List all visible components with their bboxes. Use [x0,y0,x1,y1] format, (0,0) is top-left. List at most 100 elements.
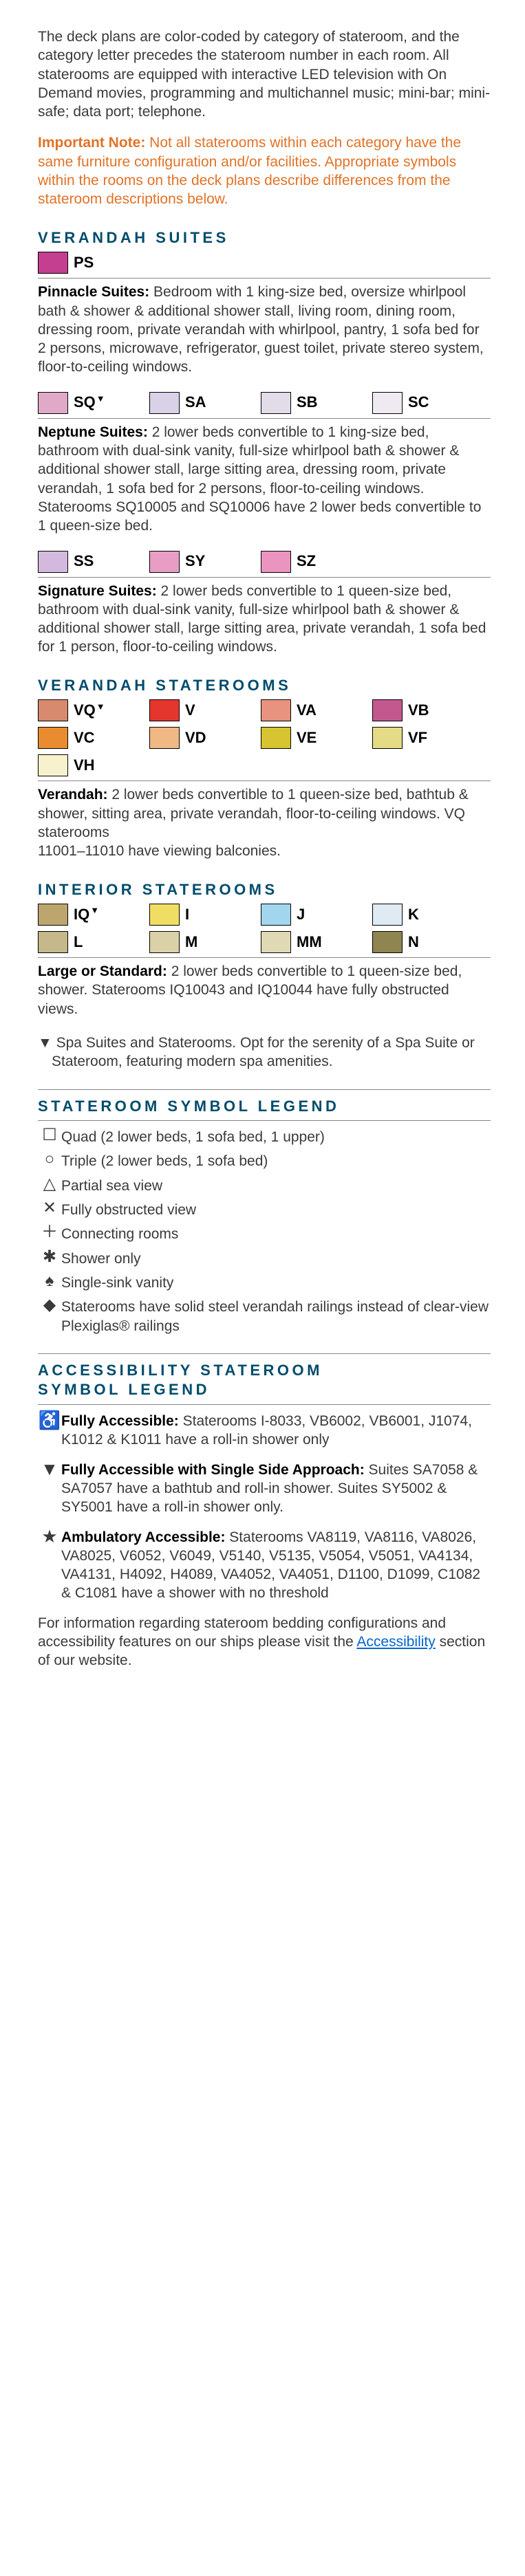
accessibility-title-1: ACCESSIBILITY STATEROOM [38,1361,491,1381]
swatch-box [38,392,68,414]
swatch-code: I [185,905,189,925]
swatch-code: IQ▼ [74,905,99,925]
legend-symbol-icon: ☐ [38,1128,61,1143]
ps-swatch [38,252,68,274]
footer: For information regarding stateroom bedd… [38,1614,491,1670]
neptune-desc: Neptune Suites: 2 lower beds convertible… [38,423,491,536]
swatch-box [38,727,68,749]
swatch-box [149,392,180,414]
accessibility-text: Ambulatory Accessible: Staterooms VA8119… [61,1528,491,1603]
legend-row: △Partial sea view [38,1177,491,1195]
swatch-vd: VD [149,727,254,749]
swatch-m: M [149,931,254,953]
neptune-label: Neptune Suites: [38,424,148,440]
verandah-swatch-row: VQ▼VVAVBVCVDVEVFVH [38,699,491,781]
legend-text: Partial sea view [61,1177,491,1195]
accessibility-label: Ambulatory Accessible: [61,1529,225,1545]
swatch-box [372,392,403,414]
ps-swatch-row: PS [38,252,491,279]
important-note: Important Note: Not all staterooms withi… [38,133,491,208]
accessibility-label: Fully Accessible: [61,1413,179,1429]
swatch-code: VC [74,728,95,748]
swatch-box [149,551,180,573]
swatch-code: SA [185,393,206,413]
swatch-box [38,551,68,573]
swatch-n: N [372,931,477,953]
swatch-mm: MM [261,931,365,953]
swatch-box [261,931,291,953]
swatch-code: VF [408,728,427,748]
legend-row: ♠Single-sink vanity [38,1274,491,1292]
swatch-code: N [408,932,419,952]
swatch-box [38,931,68,953]
swatch-sb: SB [261,392,365,414]
legend-text: Single-sink vanity [61,1274,491,1292]
ps-label: Pinnacle Suites: [38,284,149,300]
legend-text: Quad (2 lower beds, 1 sofa bed, 1 upper) [61,1128,491,1146]
swatch-box [38,904,68,926]
swatch-va: VA [261,699,365,721]
accessibility-row: ♿Fully Accessible: Staterooms I-8033, VB… [38,1412,491,1450]
swatch-code: SB [297,393,318,413]
important-label: Important Note: [38,135,145,151]
swatch-code: VA [297,701,317,721]
verandah-label: Verandah: [38,787,108,803]
divider [38,1120,491,1121]
swatch-code: VQ▼ [74,701,105,721]
accessibility-row: ★Ambulatory Accessible: Staterooms VA811… [38,1528,491,1603]
legend-symbol-icon: ✕ [38,1201,61,1216]
swatch-l: L [38,931,142,953]
swatch-code: MM [297,932,322,952]
swatch-box [149,904,180,926]
verandah-desc: Verandah: 2 lower beds convertible to 1 … [38,785,491,860]
symbol-legend-title: STATEROOM SYMBOL LEGEND [38,1097,491,1117]
accessibility-link[interactable]: Accessibility [356,1634,435,1650]
swatch-code: V [185,701,195,721]
legend-text: Triple (2 lower beds, 1 sofa bed) [61,1152,491,1170]
swatch-code: SC [408,393,429,413]
verandah-staterooms-title: VERANDAH STATEROOMS [38,676,491,696]
accessibility-row: ▼Fully Accessible with Single Side Appro… [38,1461,491,1517]
swatch-box [149,699,180,721]
spa-text: Spa Suites and Staterooms. Opt for the s… [52,1035,475,1069]
swatch-code: VH [74,756,95,776]
interior-title: INTERIOR STATEROOMS [38,880,491,900]
legend-row: ✕Fully obstructed view [38,1201,491,1219]
swatch-code: SS [74,552,94,571]
swatch-i: I [149,904,254,926]
accessibility-text: Fully Accessible with Single Side Approa… [61,1461,491,1517]
swatch-box [38,754,68,776]
swatch-k: K [372,904,477,926]
swatch-sq: SQ▼ [38,392,142,414]
triangle-icon: ▼ [90,905,99,915]
accessibility-text: Fully Accessible: Staterooms I-8033, VB6… [61,1412,491,1450]
signature-swatch-row: SS SY SZ [38,551,491,578]
swatch-box [149,727,180,749]
legend-row: ✱Shower only [38,1249,491,1268]
legend-symbol-icon: ◆ [38,1298,61,1313]
spa-note: ▼ Spa Suites and Staterooms. Opt for the… [38,1034,491,1071]
interior-desc: Large or Standard: 2 lower beds converti… [38,962,491,1018]
swatch-v: V [149,699,254,721]
swatch-box [38,699,68,721]
divider [38,1404,491,1405]
swatch-code: SY [185,552,205,571]
legend-row: ◆Staterooms have solid steel verandah ra… [38,1298,491,1335]
swatch-vq: VQ▼ [38,699,142,721]
swatch-sz: SZ [261,551,365,573]
legend-text: Fully obstructed view [61,1201,491,1219]
neptune-text: 2 lower beds convertible to 1 king-size … [38,424,481,534]
legend-symbol-icon: ♠ [38,1274,61,1289]
swatch-box [372,727,403,749]
accessibility-symbol-icon: ▼ [38,1461,61,1477]
legend-text: Connecting rooms [61,1225,491,1243]
accessibility-list: ♿Fully Accessible: Staterooms I-8033, VB… [38,1412,491,1603]
divider [38,1353,491,1354]
swatch-box [372,931,403,953]
legend-row: ○Triple (2 lower beds, 1 sofa bed) [38,1152,491,1170]
legend-list: ☐Quad (2 lower beds, 1 sofa bed, 1 upper… [38,1128,491,1335]
swatch-sy: SY [149,551,254,573]
intro-text: The deck plans are color-coded by catego… [38,28,491,121]
legend-text: Shower only [61,1249,491,1268]
legend-row: ☐Quad (2 lower beds, 1 sofa bed, 1 upper… [38,1128,491,1146]
